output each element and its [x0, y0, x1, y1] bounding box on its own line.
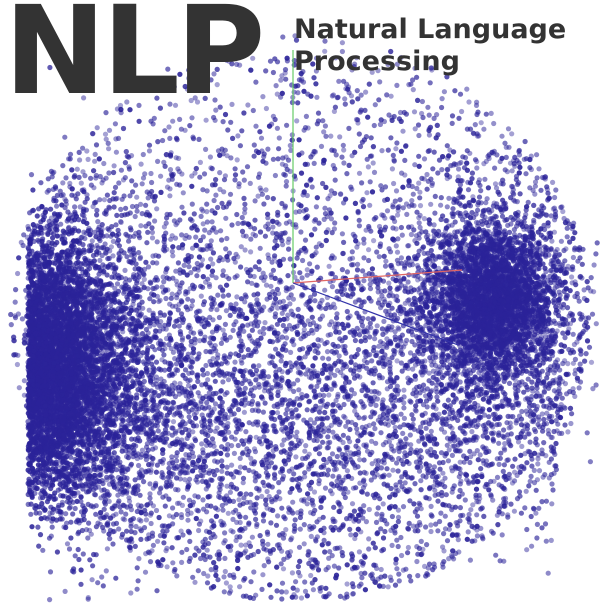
logo-text: NLP [4, 0, 265, 122]
subtitle: Natural Language Processing [294, 14, 566, 78]
subtitle-line-1: Natural Language [294, 14, 567, 45]
z-axis-line [292, 282, 459, 346]
origin-axes [292, 50, 463, 346]
subtitle-line-2: Processing [294, 46, 460, 77]
x-axis-line [292, 269, 463, 284]
